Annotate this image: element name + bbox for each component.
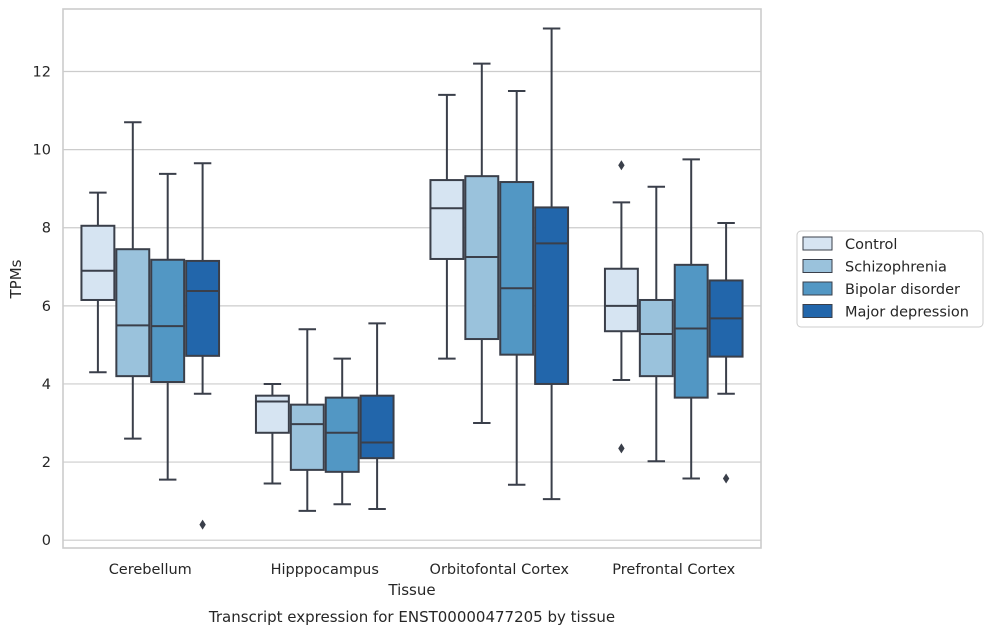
plot-frame: [62, 8, 762, 549]
y-tick-label: 10: [33, 143, 51, 159]
box-body: [603, 267, 639, 333]
y-tick-label: 6: [42, 299, 51, 315]
box-schizophrenia: [289, 328, 325, 512]
box-bipolar-disorder: [499, 90, 535, 486]
y-tick-label: 8: [42, 221, 51, 237]
x-axis-ticks: Cerebellum Hipppocampus Orbitofontal Corte…: [109, 562, 736, 578]
box-body: [80, 224, 116, 301]
box-body: [185, 259, 221, 357]
legend-frame: [796, 230, 984, 328]
x-tick-label: Hipppocampus: [271, 562, 379, 578]
box-control: [254, 382, 290, 485]
outlier-point: [618, 160, 625, 171]
y-axis-ticks: 0 2 4 6 8 10 12: [33, 64, 51, 549]
box-major-depression: [185, 162, 221, 530]
box-control: [80, 191, 116, 374]
box-body: [429, 179, 465, 260]
box-body: [534, 206, 570, 385]
y-tick-label: 12: [33, 64, 51, 80]
x-tick-label: Prefrontal Cortex: [612, 562, 735, 578]
legend-label: Bipolar disorder: [845, 282, 960, 298]
legend-label: Control: [845, 237, 897, 253]
box-bipolar-disorder: [150, 172, 186, 481]
y-tick-label: 2: [42, 455, 51, 471]
x-tick-label: Cerebellum: [109, 562, 192, 578]
legend-label: Schizophrenia: [845, 260, 947, 276]
legend-swatch: [802, 304, 833, 318]
y-tick-label: 4: [42, 377, 51, 393]
box-major-depression: [534, 27, 570, 501]
box-schizophrenia: [464, 62, 500, 425]
box-schizophrenia: [115, 121, 151, 440]
box-bipolar-disorder: [324, 357, 360, 506]
box-schizophrenia: [638, 185, 674, 463]
boxes: [80, 27, 744, 530]
box-control: [603, 160, 639, 454]
box-control: [429, 93, 465, 360]
box-body: [289, 403, 325, 471]
box-body: [324, 396, 360, 473]
box-body: [673, 263, 709, 399]
legend-label: Major depression: [845, 305, 969, 321]
legend: Control Schizophrenia Bipolar disorder Majo…: [796, 230, 984, 328]
legend-swatch: [802, 259, 833, 273]
legend-swatch: [802, 236, 833, 251]
x-tick-label: Orbitofontal Cortex: [430, 562, 570, 578]
box-body: [638, 298, 674, 378]
outlier-point: [722, 473, 730, 484]
chart-caption: Transcript expression for ENST0000047720…: [208, 608, 615, 626]
box-major-depression: [359, 322, 395, 510]
outlier-point: [618, 443, 625, 454]
legend-swatch: [802, 281, 833, 296]
y-axis-title: TPMs: [7, 259, 25, 299]
box-body: [359, 394, 395, 460]
x-axis-title: Tissue: [387, 581, 435, 599]
outlier-point: [199, 519, 206, 530]
box-major-depression: [708, 222, 744, 484]
box-bipolar-disorder: [673, 158, 709, 480]
box-body: [115, 248, 151, 378]
box-body: [150, 258, 186, 384]
y-tick-label: 0: [42, 533, 51, 549]
box-body: [499, 181, 535, 356]
